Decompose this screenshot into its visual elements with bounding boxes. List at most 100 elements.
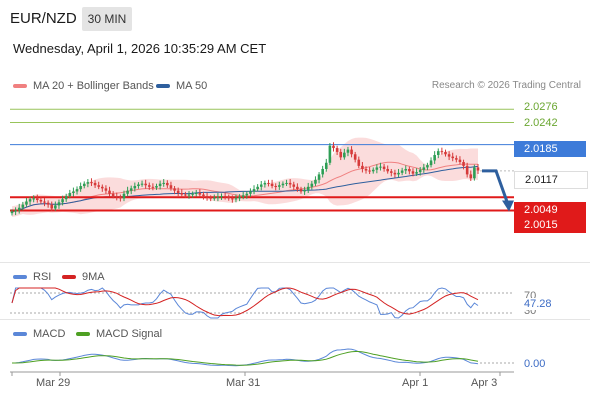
candle-body xyxy=(227,196,231,199)
candle-body xyxy=(357,159,361,166)
candle-body xyxy=(371,169,375,172)
candle-body xyxy=(75,189,79,192)
candle-body xyxy=(202,194,205,197)
legend-macd: MACD xyxy=(13,328,65,340)
candle-body xyxy=(93,182,97,186)
candle-body xyxy=(212,197,216,199)
macd-value: 0.00 xyxy=(524,358,546,370)
candle-body xyxy=(339,151,343,158)
candle-body xyxy=(57,202,61,206)
candle-body xyxy=(43,201,46,203)
candle-body xyxy=(187,194,191,196)
candle-body xyxy=(465,165,469,175)
candle-body xyxy=(429,160,433,166)
candle-body xyxy=(418,169,422,173)
legend-rsi-label: RSI xyxy=(33,271,52,283)
rsi-separator xyxy=(0,262,590,263)
timestamp: Wednesday, April 1, 2026 10:35:29 AM CET xyxy=(13,41,267,56)
candle-body xyxy=(104,188,108,191)
candle-body xyxy=(259,184,263,187)
candle-body xyxy=(86,182,90,184)
candle-body xyxy=(122,193,126,199)
candle-body xyxy=(451,156,455,159)
candle-body xyxy=(249,191,252,194)
level-tag-2.0015: 2.0015 xyxy=(514,217,586,233)
candle-body xyxy=(400,170,404,173)
x-tick-apr3: Apr 3 xyxy=(471,377,498,389)
candle-body xyxy=(220,196,223,198)
candle-body xyxy=(216,196,220,198)
candle-body xyxy=(343,152,346,158)
candle-body xyxy=(263,182,267,185)
rsi-line xyxy=(11,287,479,319)
candle-body xyxy=(270,183,274,187)
timeframe-badge[interactable]: 30 MIN xyxy=(82,7,132,31)
candle-body xyxy=(314,179,317,184)
rsi-panel-layer xyxy=(10,287,514,319)
legend-rsi-ma: 9MA xyxy=(62,271,105,283)
candle-body xyxy=(46,202,50,205)
candle-body xyxy=(411,171,415,174)
legend-macd-signal: MACD Signal xyxy=(76,328,162,340)
candle-body xyxy=(82,183,86,187)
candle-body xyxy=(469,174,473,179)
candle-body xyxy=(101,186,104,189)
level-tag-2.0049: 2.0049 xyxy=(514,202,586,218)
candle-body xyxy=(299,189,303,192)
candle-body xyxy=(426,165,429,168)
candle-body xyxy=(292,184,296,187)
level-tag-2.0185: 2.0185 xyxy=(514,141,586,157)
candle-body xyxy=(25,201,28,205)
candle-body xyxy=(194,193,198,194)
candle-body xyxy=(21,204,25,208)
x-tick-mar29: Mar 29 xyxy=(36,377,71,389)
legend-rsi-ma-label: 9MA xyxy=(82,271,105,283)
ma50-swatch xyxy=(156,84,170,89)
x-tick-apr1: Apr 1 xyxy=(402,377,429,389)
candle-body xyxy=(54,205,57,209)
rsi-swatch xyxy=(13,275,27,280)
candle-body xyxy=(296,186,299,190)
candle-body xyxy=(35,198,39,200)
candle-body xyxy=(39,199,43,202)
x-axis-layer xyxy=(10,371,514,376)
ma50-line xyxy=(11,165,479,213)
candle-body xyxy=(205,196,209,198)
candle-body xyxy=(274,186,278,188)
level-label-2.0242: 2.0242 xyxy=(524,117,558,129)
legend-ma50: MA 50 xyxy=(156,80,207,92)
legend-bollinger: MA 20 + Bollinger Bands xyxy=(13,80,154,92)
candle-body xyxy=(393,172,397,175)
candle-body xyxy=(350,149,353,155)
candle-body xyxy=(238,196,241,199)
candle-body xyxy=(422,167,426,170)
candle-body xyxy=(288,182,292,185)
candle-body xyxy=(155,186,158,188)
candle-body xyxy=(473,167,476,179)
candle-body xyxy=(158,183,162,187)
candle-body xyxy=(386,168,389,172)
legend-rsi: RSI xyxy=(13,271,51,283)
candle-body xyxy=(137,184,140,187)
candle-body xyxy=(133,186,137,189)
macd-panel-layer xyxy=(11,348,514,367)
candle-body xyxy=(108,190,111,194)
candle-body xyxy=(61,199,64,203)
candle-body xyxy=(397,172,400,175)
candle-body xyxy=(335,148,339,152)
candle-body xyxy=(462,162,465,166)
candle-body xyxy=(310,183,314,187)
credit-text: Research © 2026 Trading Central xyxy=(431,80,581,91)
macd-separator xyxy=(0,319,590,320)
candle-body xyxy=(169,185,173,189)
legend-ma50-label: MA 50 xyxy=(176,80,208,92)
candle-body xyxy=(379,166,382,168)
candle-body xyxy=(144,183,147,186)
candle-body xyxy=(361,165,364,169)
candle-body xyxy=(191,193,194,195)
forecast-arrow-line xyxy=(482,169,510,205)
candle-body xyxy=(176,190,180,193)
candle-body xyxy=(209,197,212,199)
candle-body xyxy=(353,154,357,160)
